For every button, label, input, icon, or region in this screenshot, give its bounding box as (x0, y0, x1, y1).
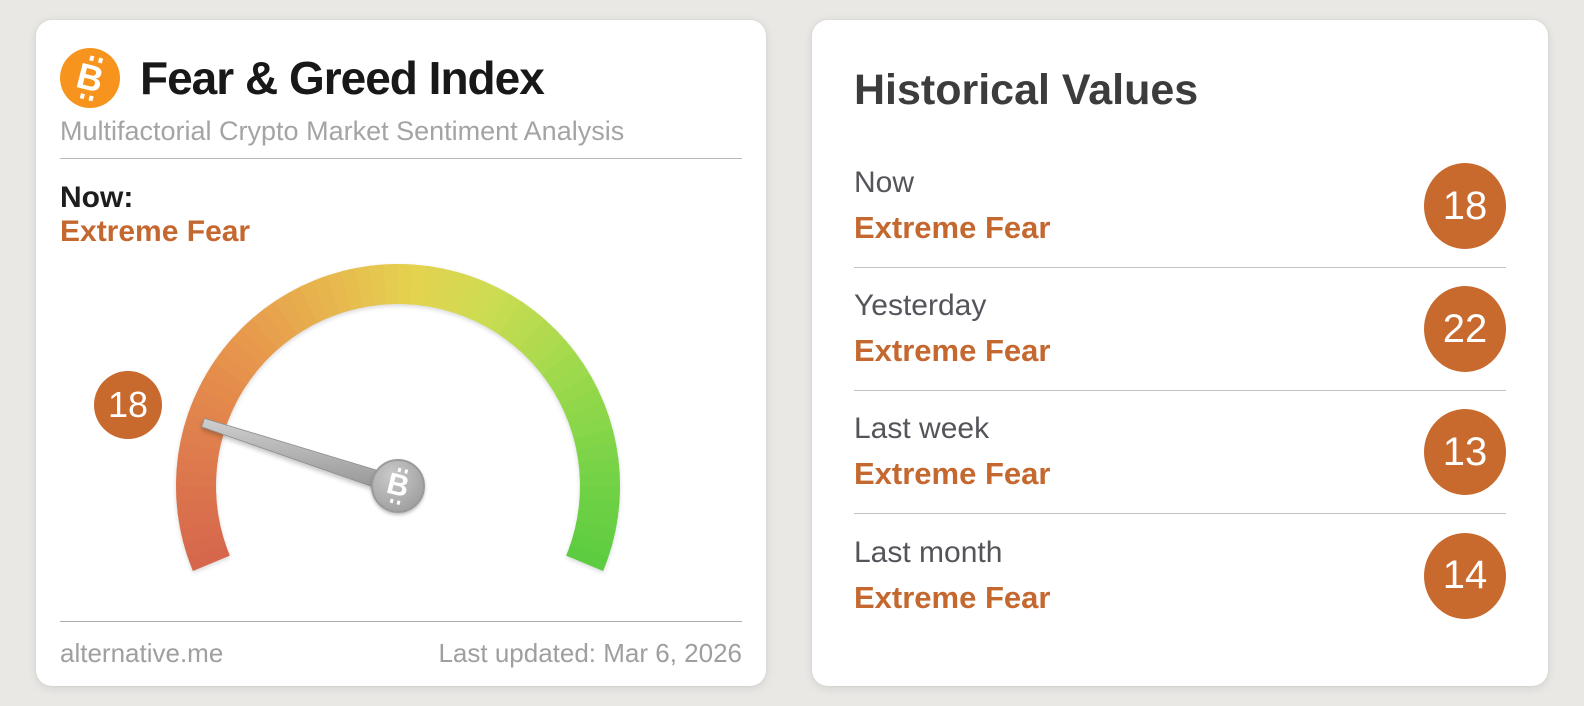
last-updated-text: Last updated: Mar 6, 2026 (438, 638, 742, 668)
history-classification: Extreme Fear (854, 579, 1051, 615)
gauge-pivot: B (371, 459, 425, 513)
history-value-badge: 18 (1424, 163, 1506, 249)
now-label: Now: (60, 181, 134, 214)
fear-greed-card: B Fear & Greed Index Multifactorial Cryp… (36, 20, 766, 686)
bitcoin-symbol: B (72, 54, 108, 102)
current-sentiment: Extreme Fear (60, 215, 251, 248)
gauge-chart (175, 263, 621, 571)
history-period: Yesterday (854, 289, 987, 322)
history-row: Yesterday Extreme Fear 22 (854, 268, 1506, 391)
bitcoin-icon: B (60, 48, 120, 108)
page-title: Fear & Greed Index (140, 52, 545, 104)
bitcoin-pivot-icon: B (383, 466, 413, 506)
history-classification: Extreme Fear (854, 456, 1051, 491)
gauge-arc (175, 263, 621, 571)
history-list: Now Extreme Fear 18 Yesterday Extreme Fe… (854, 145, 1506, 637)
history-row: Last month Extreme Fear 14 (854, 514, 1506, 637)
fear-greed-header: B Fear & Greed Index (60, 48, 742, 108)
history-period: Last week (854, 412, 990, 445)
history-row: Last week Extreme Fear 13 (854, 391, 1506, 514)
historical-values-card: Historical Values Now Extreme Fear 18 Ye… (812, 20, 1548, 686)
history-row: Now Extreme Fear 18 (854, 145, 1506, 268)
page-subtitle: Multifactorial Crypto Market Sentiment A… (60, 116, 625, 146)
history-classification: Extreme Fear (854, 333, 1051, 368)
gauge-value-badge: 18 (94, 371, 162, 439)
sentiment-gauge: B 18 (60, 261, 742, 621)
card-footer: alternative.me Last updated: Mar 6, 2026 (60, 621, 742, 677)
history-period: Last month (854, 535, 1003, 569)
history-period: Now (854, 166, 915, 199)
history-value-badge: 14 (1424, 532, 1506, 619)
header-divider (60, 158, 742, 159)
history-value-badge: 22 (1424, 286, 1506, 372)
history-classification: Extreme Fear (854, 210, 1051, 245)
alternative-me-link[interactable]: alternative.me (60, 638, 224, 668)
historical-values-title: Historical Values (854, 66, 1199, 114)
history-value-badge: 13 (1424, 409, 1506, 495)
